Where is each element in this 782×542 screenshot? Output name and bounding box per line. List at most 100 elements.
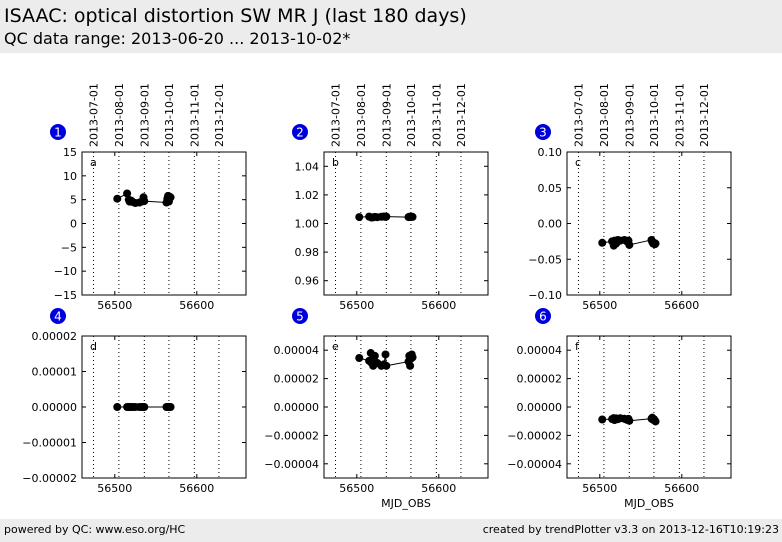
chart-2-date-label: 2013-10-01 [405, 83, 418, 147]
chart-5-ytick-label: 0.00002 [274, 373, 320, 386]
chart-6-xlabel: MJD_OBS [624, 497, 674, 510]
chart-3-date-label: 2013-12-01 [698, 83, 711, 147]
chart-1-date-label: 2013-09-01 [138, 83, 151, 147]
chart-2-ytick-label: 1.02 [295, 189, 320, 202]
chart-4-data-point [113, 403, 122, 411]
chart-2-date-label: 2013-11-01 [430, 83, 443, 147]
chart-5-ytick-label: −0.00004 [264, 458, 319, 471]
chart-6-badge-circle [535, 308, 551, 324]
chart-2-ytick-label: 0.98 [295, 246, 320, 259]
chart-6-badge-number: 6 [539, 310, 547, 324]
chart-6-frame [566, 335, 732, 479]
chart-3-date-label: 2013-08-01 [598, 83, 611, 147]
chart-1-data-point [113, 194, 122, 203]
chart-2-xtick-label: 56600 [421, 299, 456, 312]
chart-1-data-point [123, 189, 132, 198]
chart-3-ytick-label: 0.00 [538, 218, 563, 231]
chart-5-ytick-label: −0.00002 [264, 429, 319, 442]
chart-2-data-point [355, 213, 364, 222]
chart-2-date-label: 2013-09-01 [380, 83, 393, 147]
chart-3-data-point [625, 240, 634, 249]
chart-6-ytick-label: 0.00000 [517, 401, 563, 414]
chart-5-data-point [381, 350, 390, 359]
chart-2-xtick-label: 56500 [339, 299, 374, 312]
header-bar: ISAAC: optical distortion SW MR J (last … [0, 0, 782, 53]
chart-3-date-label: 2013-07-01 [572, 83, 585, 147]
chart-3-panel-letter: c [575, 156, 581, 169]
chart-1-ytick-label: −10 [54, 265, 77, 278]
chart-3: 0.10 0.05 0.00 −0.05 −0.10 56500 56600 2013-07-… [528, 83, 732, 312]
chart-4-ytick-label: 0.00002 [32, 330, 78, 343]
chart-1-date-label: 2013-08-01 [113, 83, 126, 147]
chart-5-xlabel: MJD_OBS [381, 497, 431, 510]
chart-2-badge-number: 2 [296, 126, 304, 140]
chart-3-data-point [651, 239, 660, 248]
chart-4-xtick-label: 56600 [179, 482, 214, 495]
chart-5-xtick-label: 56500 [339, 482, 374, 495]
chart-1-date-label: 2013-12-01 [213, 83, 226, 147]
chart-2-data-point [382, 212, 391, 221]
page-subtitle: QC data range: 2013-06-20 ... 2013-10-02… [4, 29, 351, 48]
chart-3-ytick-label: 0.05 [538, 182, 563, 195]
chart-1-panel-letter: a [90, 156, 97, 169]
page-title: ISAAC: optical distortion SW MR J (last … [4, 5, 467, 27]
chart-5-data-point [370, 351, 379, 360]
chart-3-xtick-label: 56500 [582, 299, 617, 312]
chart-3-xtick-label: 56600 [664, 299, 699, 312]
chart-6-data-point [651, 417, 660, 426]
chart-4-ytick-label: −0.00002 [22, 472, 77, 485]
chart-3-ytick-label: −0.10 [528, 289, 562, 302]
chart-5-data-point [382, 361, 391, 370]
chart-5-panel-letter: e [332, 340, 339, 353]
chart-1-ytick-label: 10 [63, 170, 77, 183]
footer-powered-by: powered by QC: www.eso.org/HC [4, 523, 186, 536]
chart-5-ytick-label: 0.00000 [274, 401, 320, 414]
chart-1-frame [81, 151, 247, 296]
chart-4-badge-circle [50, 308, 66, 324]
chart-4-data-point [140, 403, 149, 411]
chart-2-ytick-label: 1.00 [295, 218, 320, 231]
chart-5-ytick-label: 0.00004 [274, 344, 320, 357]
chart-6-data-point [625, 416, 634, 425]
chart-6-ytick-label: −0.00004 [507, 458, 562, 471]
footer-bar: powered by QC: www.eso.org/HC created by… [0, 519, 782, 542]
chart-5-data-point [406, 361, 415, 370]
chart-4-panel-letter: d [90, 340, 97, 353]
chart-6-ytick-label: −0.00002 [507, 429, 562, 442]
chart-6-ytick-label: 0.00004 [517, 344, 563, 357]
chart-2-panel-letter: b [332, 156, 339, 169]
chart-1-data-point [140, 197, 149, 206]
chart-1-xtick-label: 56600 [179, 299, 214, 312]
chart-3-badge-circle [535, 124, 551, 140]
chart-1-date-label: 2013-07-01 [87, 83, 100, 147]
chart-1-data-point [166, 193, 175, 202]
chart-4-data-point [166, 403, 175, 411]
chart-4-ytick-label: 0.00000 [32, 401, 78, 414]
chart-6: 0.00004 0.00002 0.00000 −0.00002 −0.00004 565… [507, 308, 732, 510]
chart-1-badge-circle [50, 124, 66, 140]
chart-5-badge-circle [292, 308, 308, 324]
chart-1-ytick-label: −5 [61, 241, 77, 254]
chart-4-ytick-label: 0.00001 [32, 366, 78, 379]
chart-2-date-label: 2013-12-01 [455, 83, 468, 147]
chart-1-badge-number: 1 [54, 126, 62, 140]
chart-6-ytick-label: 0.00002 [517, 373, 563, 386]
chart-1: 15 10 5 0 −5 −10 −15 56500 56600 2013-07-01 2013-0… [50, 83, 247, 312]
chart-5-data-point [408, 353, 417, 362]
chart-2-frame [323, 151, 489, 296]
chart-5: 0.00004 0.00002 0.00000 −0.00002 −0.00004 565… [264, 308, 489, 510]
chart-2-ytick-label: 0.96 [295, 275, 320, 288]
chart-3-data-point [598, 238, 607, 247]
chart-3-ytick-label: 0.10 [538, 146, 563, 159]
chart-1-ytick-label: 5 [70, 194, 77, 207]
chart-3-frame [566, 151, 732, 296]
chart-1-ytick-label: 15 [63, 146, 77, 159]
footer-created-by: created by trendPlotter v3.3 on 2013-12-… [482, 523, 779, 536]
chart-6-xtick-label: 56600 [664, 482, 699, 495]
chart-2-ytick-label: 1.04 [295, 160, 320, 173]
chart-2-badge-circle [292, 124, 308, 140]
chart-1-ytick-label: −15 [54, 289, 77, 302]
chart-5-data-point [355, 354, 364, 363]
chart-4: 0.00002 0.00001 0.00000 −0.00001 −0.00002 565… [22, 308, 247, 495]
